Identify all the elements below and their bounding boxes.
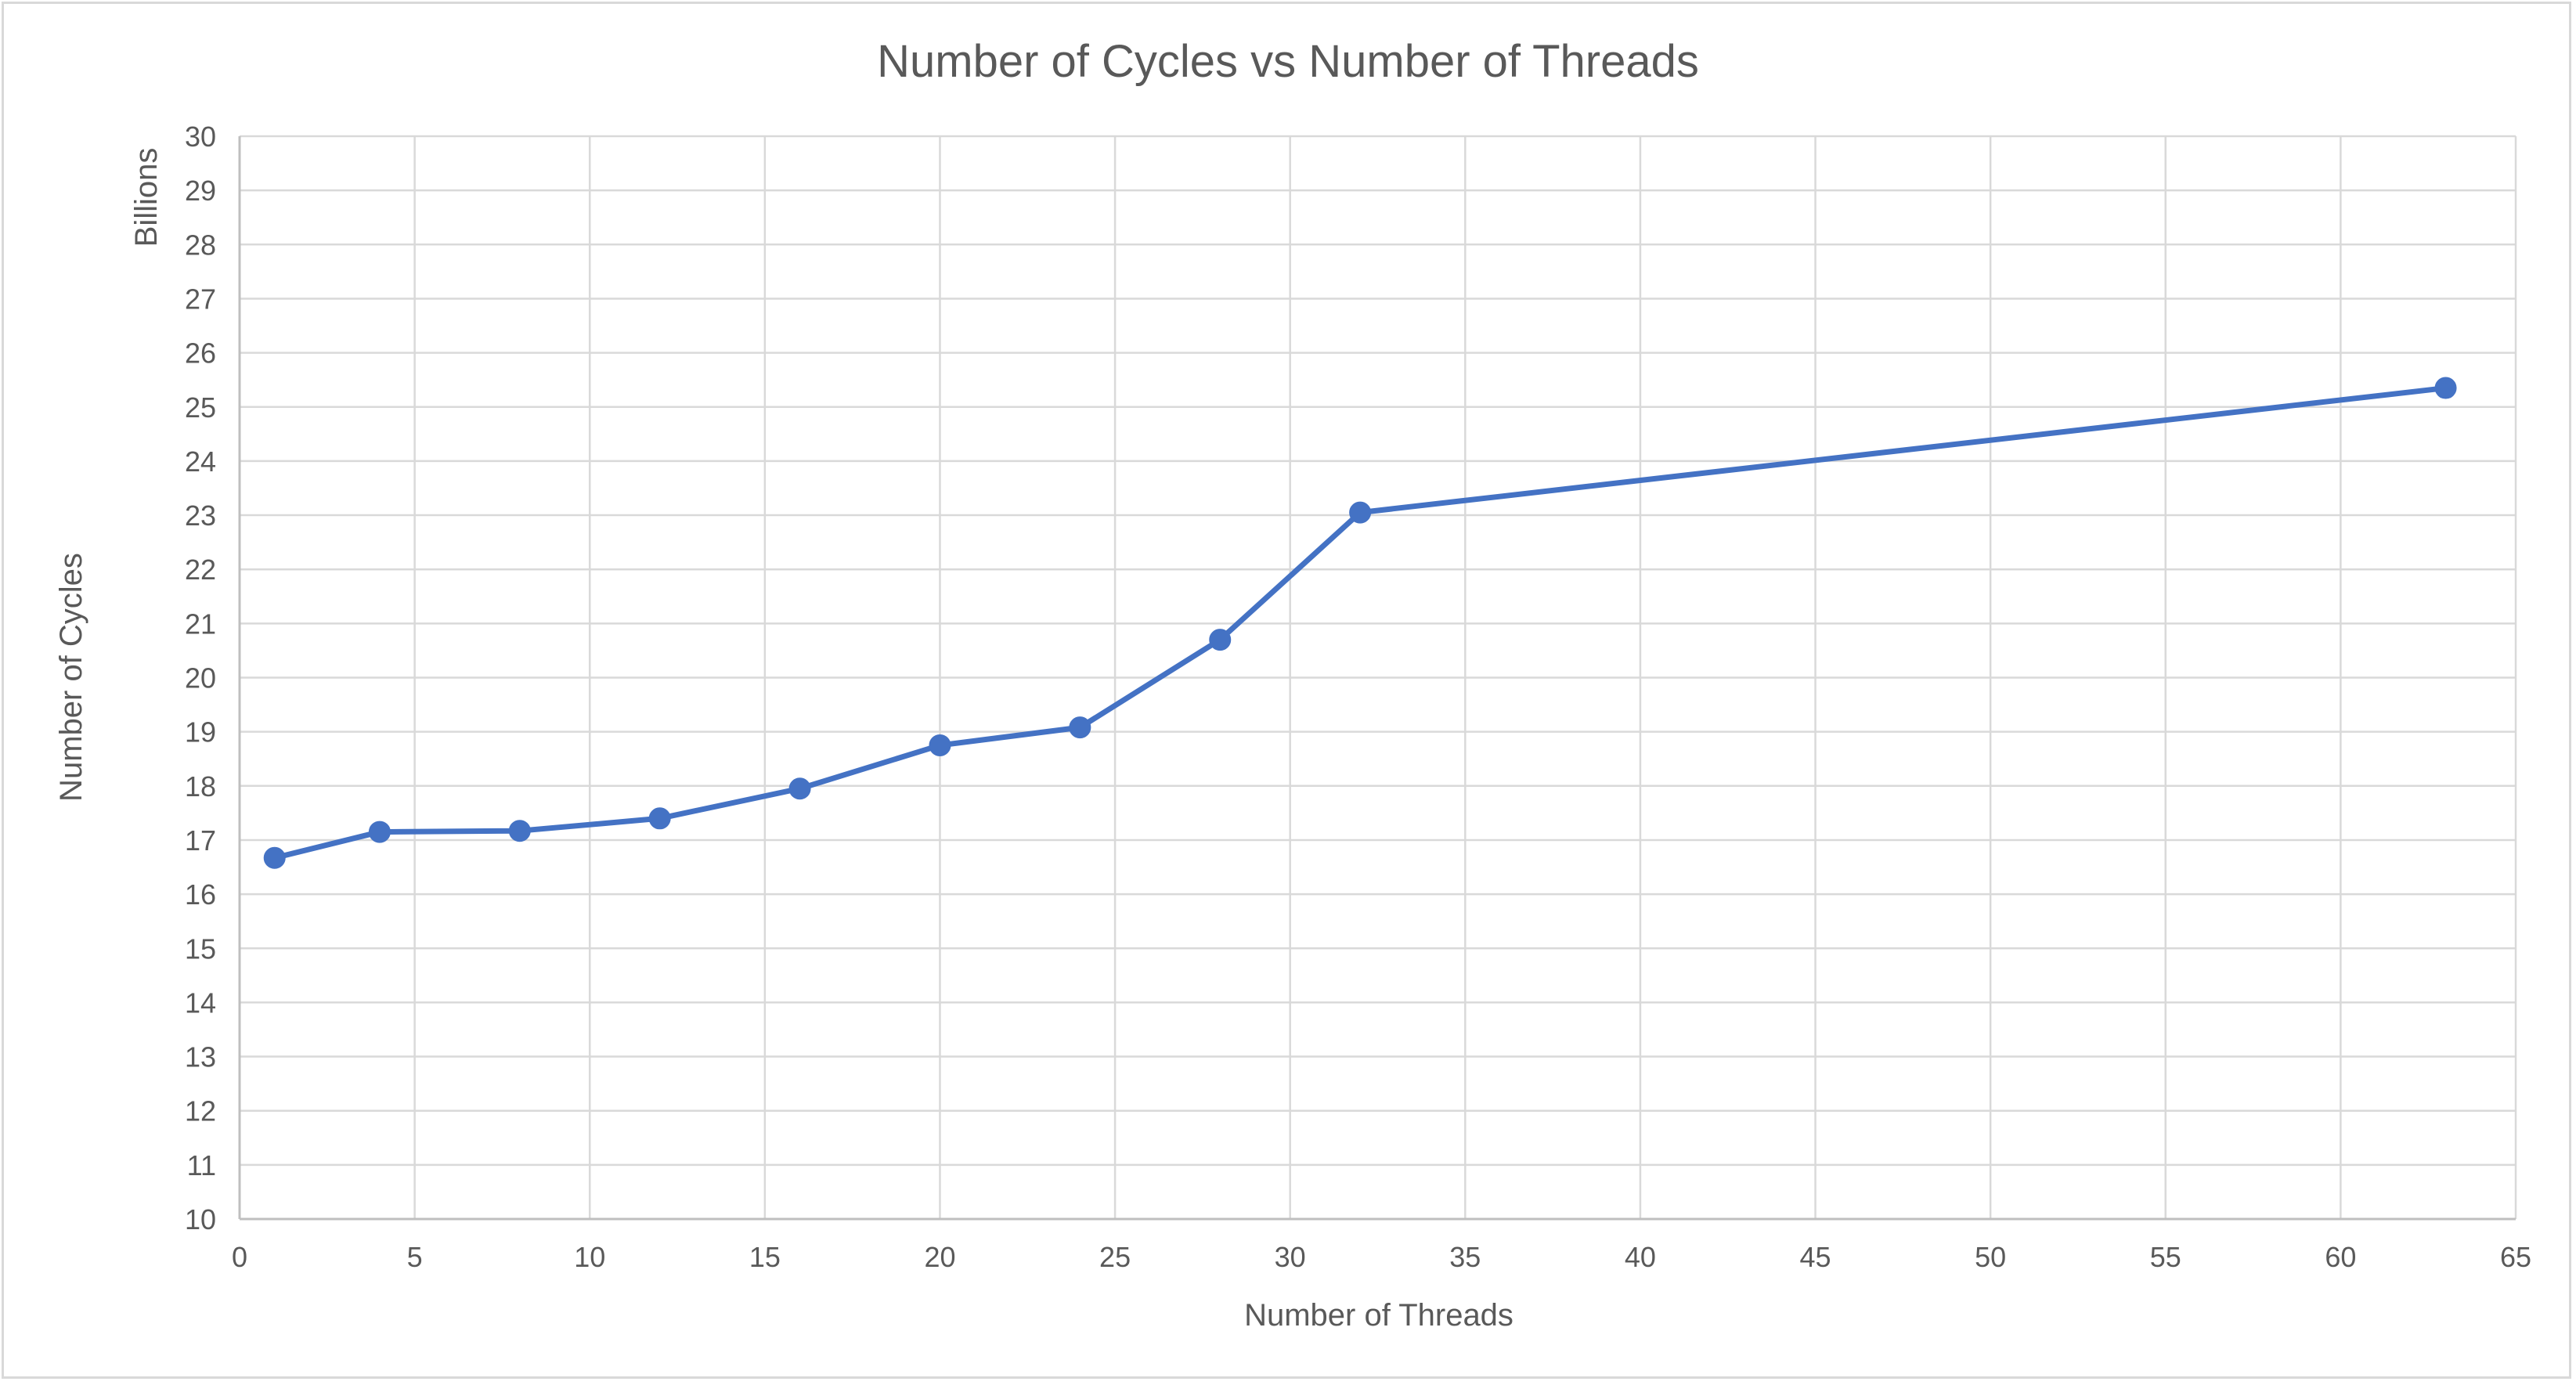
y-tick-label: 23 [185,500,216,532]
x-tick-label: 55 [2150,1241,2181,1273]
x-tick-label: 0 [232,1241,247,1273]
tick-labels: 10 11 12 13 14 15 16 17 18 19 20 21 22 23 24 25 26 27 28 29… [185,121,2531,1273]
data-point [263,846,286,869]
x-axis-title: Number of Threads [1244,1298,1513,1333]
y-tick-label: 18 [185,770,216,803]
y-tick-label: 25 [185,391,216,424]
gridlines [240,135,2517,1219]
x-tick-label: 10 [574,1241,605,1273]
y-tick-label: 10 [185,1203,216,1235]
axes [238,136,2516,1221]
x-tick-label: 35 [1449,1241,1481,1273]
y-axis-title: Number of Cycles [54,553,88,802]
series-number-of-cycles [263,377,2457,869]
y-tick-label: 28 [185,229,216,261]
data-point [1209,629,1232,651]
y-tick-label: 24 [185,445,216,478]
data-point [929,734,951,756]
y-tick-label: 17 [185,824,216,857]
data-point [368,821,391,843]
x-tick-label: 30 [1275,1241,1306,1273]
x-tick-label: 20 [924,1241,955,1273]
y-tick-label: 16 [185,878,216,911]
y-tick-label: 11 [187,1149,216,1181]
data-point [1349,501,1372,524]
x-tick-label: 25 [1099,1241,1131,1273]
data-point [788,777,811,800]
y-tick-label: 20 [185,662,216,694]
y-tick-label: 27 [185,283,216,315]
y-tick-label: 21 [185,608,216,640]
x-tick-label: 50 [1975,1241,2006,1273]
y-tick-label: 22 [185,554,216,586]
y-tick-label: 14 [185,986,216,1019]
y-tick-label: 13 [185,1041,216,1073]
y-tick-label: 12 [185,1095,216,1127]
x-tick-label: 40 [1625,1241,1656,1273]
x-tick-label: 60 [2325,1241,2356,1273]
data-point [508,820,531,842]
x-tick-label: 45 [1800,1241,1831,1273]
data-point [648,807,671,830]
data-point [1069,716,1091,739]
data-point [2434,377,2457,399]
x-tick-label: 65 [2500,1241,2531,1273]
x-tick-label: 15 [749,1241,781,1273]
y-tick-label: 19 [185,716,216,748]
x-tick-label: 5 [407,1241,423,1273]
y-tick-label: 30 [185,121,216,153]
y-axis-display-unit: Billions [129,148,164,247]
series-line [272,385,2449,861]
y-tick-label: 15 [185,932,216,965]
chart-title: Number of Cycles vs Number of Threads [877,36,1699,87]
y-tick-label: 26 [185,337,216,370]
y-tick-label: 29 [185,175,216,207]
